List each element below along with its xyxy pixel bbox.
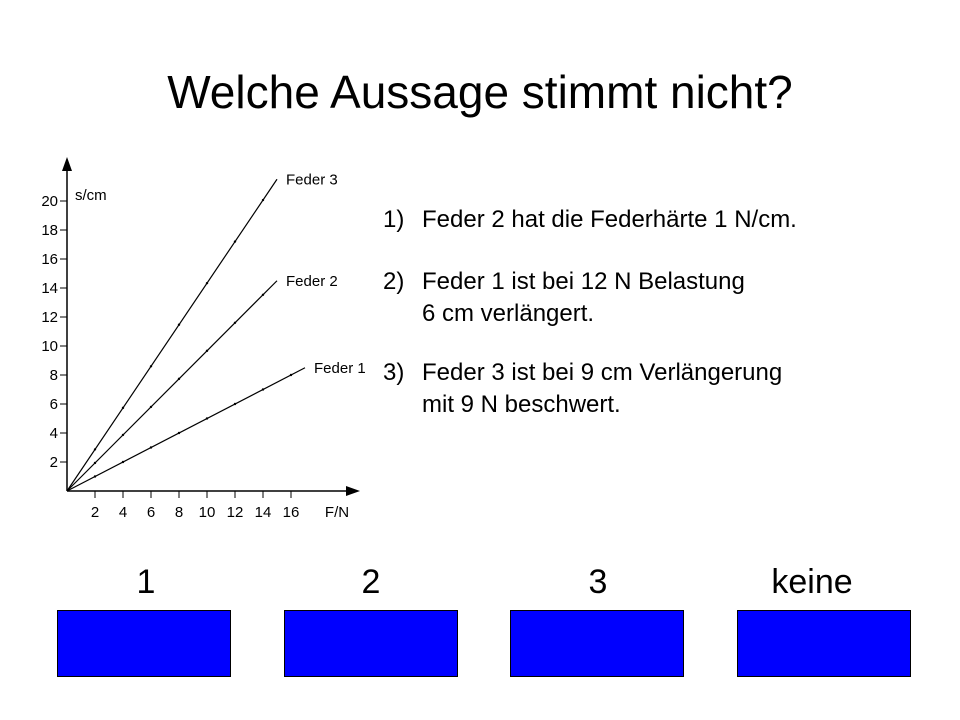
x-tick-label: 6 <box>147 504 155 521</box>
series-point <box>93 461 97 465</box>
series-point <box>121 406 125 410</box>
x-tick-label: 10 <box>199 504 216 521</box>
x-axis-label: F/N <box>325 504 349 521</box>
series-label: Feder 2 <box>286 273 338 290</box>
series-point <box>205 349 209 353</box>
series-point <box>149 365 153 368</box>
series-point <box>121 460 125 464</box>
answer-label-3: 3 <box>588 563 608 601</box>
answer-button-1[interactable] <box>57 610 231 677</box>
statement-number: 2) <box>383 268 405 295</box>
page-title: Welche Aussage stimmt nicht? <box>167 66 793 118</box>
series-point <box>233 240 237 243</box>
statement-text: Feder 3 ist bei 9 cm Verlängerung <box>422 359 783 386</box>
answer-label-2: 2 <box>361 563 381 601</box>
y-axis-arrow <box>62 157 72 171</box>
answer-button-3[interactable] <box>510 610 684 677</box>
answer-label-keine: keine <box>771 563 853 601</box>
y-tick-label: 14 <box>41 280 58 297</box>
series-point <box>233 321 237 324</box>
y-tick-label: 4 <box>50 425 58 442</box>
y-axis-label: s/cm <box>75 187 107 204</box>
answer-button-keine[interactable] <box>737 610 911 677</box>
y-tick-label: 10 <box>41 338 58 355</box>
x-tick-label: 16 <box>283 504 300 521</box>
statement-number: 3) <box>383 359 405 386</box>
statement-number: 1) <box>383 206 405 233</box>
series-point <box>93 448 97 451</box>
x-axis-arrow <box>346 486 360 496</box>
series-point <box>233 402 237 406</box>
y-tick-label: 12 <box>41 309 58 326</box>
y-tick-label: 16 <box>41 251 58 268</box>
y-tick-label: 20 <box>41 193 58 210</box>
series-point <box>261 388 265 391</box>
series-point <box>205 417 209 420</box>
x-tick-label: 8 <box>175 504 183 521</box>
series-label: Feder 3 <box>286 171 338 188</box>
answer-label-1: 1 <box>136 563 156 601</box>
x-tick-label: 12 <box>227 504 244 521</box>
statement-text: 6 cm verlängert. <box>422 300 595 327</box>
series-point <box>93 475 97 478</box>
series-point <box>289 373 293 377</box>
statement-text: Feder 2 hat die Federhärte 1 N/cm. <box>422 206 797 233</box>
statement-text: Feder 1 ist bei 12 N Belastung <box>422 268 745 295</box>
x-tick-label: 4 <box>119 504 127 521</box>
x-tick-label: 2 <box>91 504 99 521</box>
series-point <box>121 433 125 437</box>
series-point <box>149 446 153 449</box>
series-label: Feder 1 <box>314 360 366 377</box>
y-tick-label: 18 <box>41 222 58 239</box>
y-tick-label: 6 <box>50 396 58 413</box>
y-tick-label: 8 <box>50 367 58 384</box>
series-point <box>177 377 181 381</box>
answer-button-2[interactable] <box>284 610 458 677</box>
y-tick-label: 2 <box>50 454 58 471</box>
series-line-2 <box>66 280 278 492</box>
series-point <box>205 281 209 285</box>
series-point <box>261 293 265 296</box>
series-point <box>177 323 181 326</box>
series-point <box>177 431 181 435</box>
statement-text: mit 9 N beschwert. <box>422 391 621 418</box>
series-point <box>149 405 153 409</box>
x-tick-label: 14 <box>255 504 272 521</box>
series-line-3 <box>66 367 306 492</box>
series-point <box>261 198 265 202</box>
series-line-1 <box>66 178 278 492</box>
